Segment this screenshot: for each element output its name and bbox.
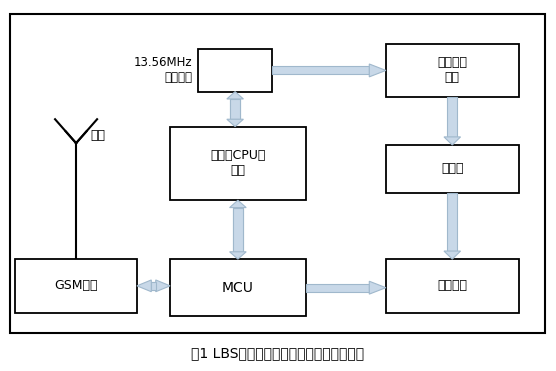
Polygon shape (369, 281, 386, 294)
Bar (170, 259, 306, 316)
Polygon shape (156, 280, 170, 292)
Bar (272, 66, 369, 75)
Polygon shape (444, 137, 460, 145)
Bar (151, 282, 156, 290)
Polygon shape (227, 119, 244, 127)
Bar (386, 44, 519, 97)
Bar (233, 208, 243, 252)
Text: 双界面CPU卡
芯片: 双界面CPU卡 芯片 (210, 150, 266, 177)
Bar (233, 208, 243, 252)
Polygon shape (444, 251, 460, 259)
Text: 图1 LBS基站定位路径识别通行卡硬件框图: 图1 LBS基站定位路径识别通行卡硬件框图 (191, 346, 365, 360)
Bar (306, 284, 369, 292)
Bar (15, 259, 137, 312)
Bar (151, 282, 156, 290)
Bar (170, 127, 306, 200)
Polygon shape (230, 200, 246, 208)
Text: 锂电池: 锂电池 (441, 162, 464, 175)
Bar (386, 145, 519, 193)
Bar (198, 49, 272, 92)
Bar (386, 259, 519, 312)
Text: 电源模块: 电源模块 (437, 279, 467, 292)
Polygon shape (369, 64, 386, 77)
Text: 天线: 天线 (90, 129, 105, 142)
Bar (447, 97, 457, 137)
Text: MCU: MCU (222, 281, 254, 295)
Bar (447, 193, 457, 251)
Text: GSM模块: GSM模块 (54, 279, 98, 292)
Bar (230, 99, 240, 119)
Text: 无线充电
电路: 无线充电 电路 (437, 56, 467, 85)
Text: 13.56MHz
读写线圈: 13.56MHz 读写线圈 (133, 56, 192, 85)
Polygon shape (227, 92, 244, 99)
Polygon shape (137, 280, 151, 292)
Bar (230, 99, 240, 119)
Polygon shape (230, 252, 246, 259)
Bar (9, 14, 545, 333)
